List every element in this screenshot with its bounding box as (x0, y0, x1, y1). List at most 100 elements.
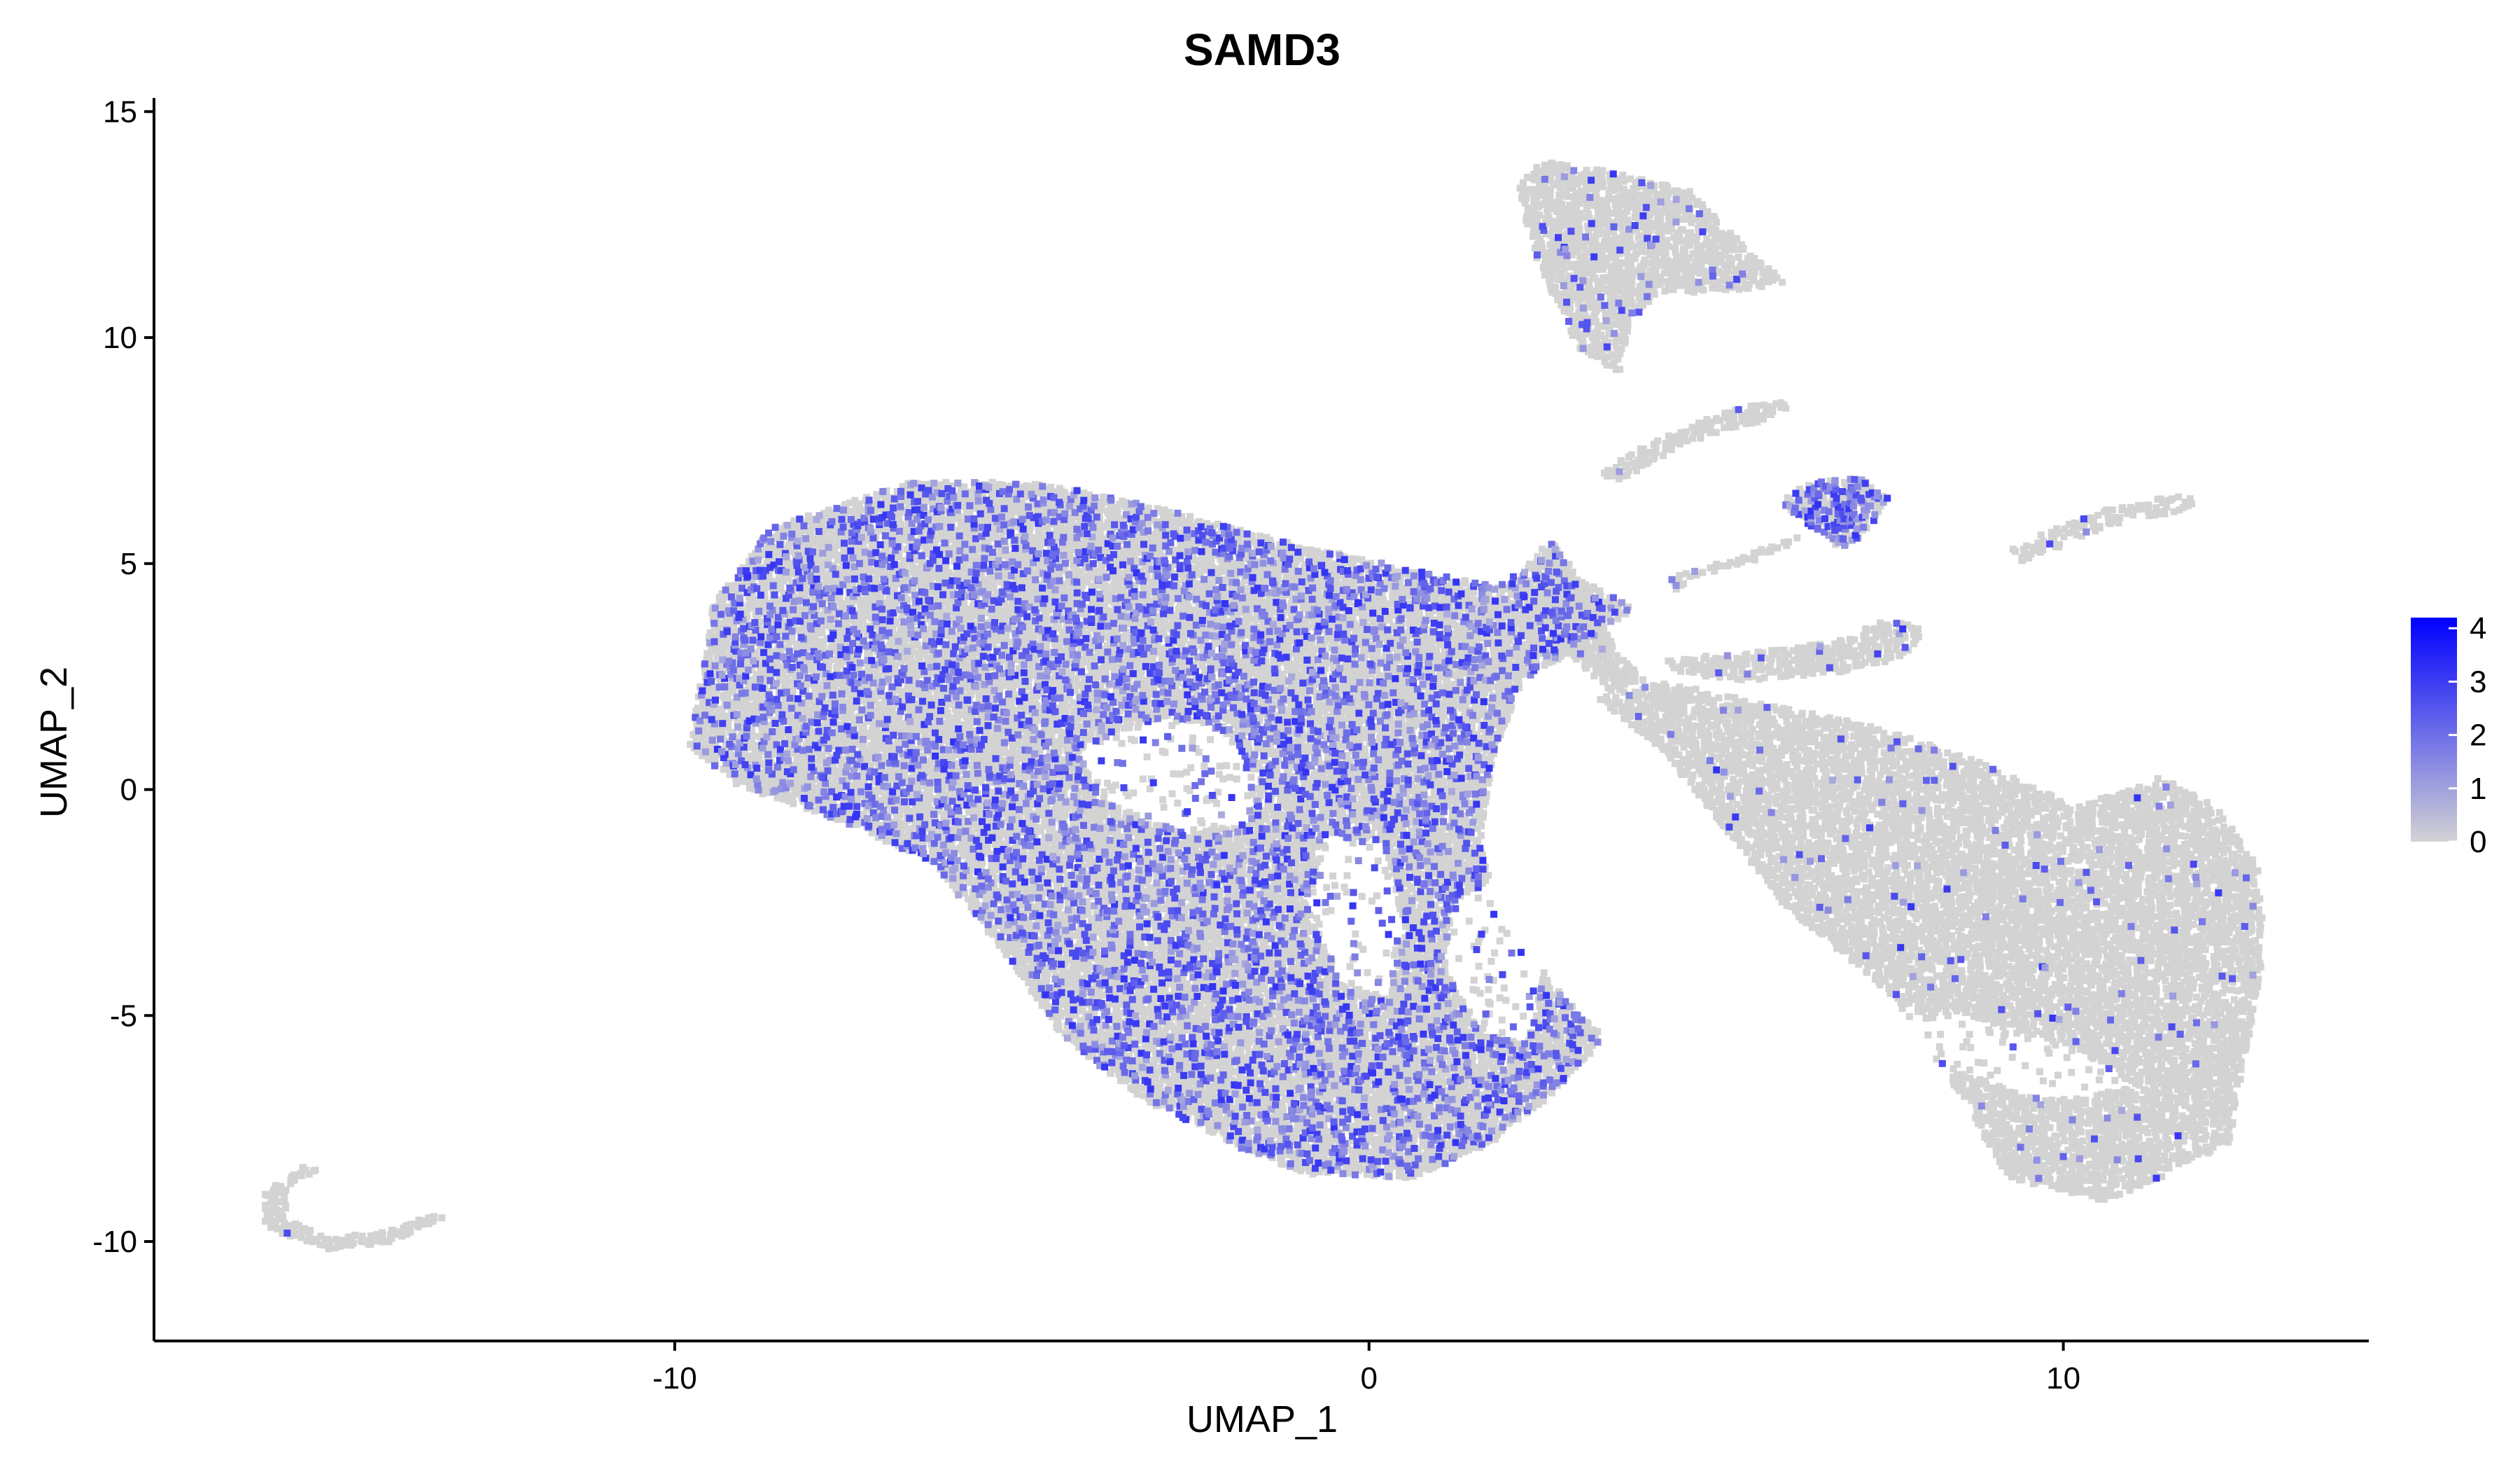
point (816, 785, 824, 793)
point (771, 777, 778, 785)
point (733, 734, 741, 742)
point (706, 742, 713, 749)
point (797, 644, 804, 652)
point (767, 670, 775, 678)
point (806, 707, 813, 714)
point (752, 560, 760, 568)
point (786, 714, 794, 721)
point (738, 727, 746, 735)
point (756, 661, 764, 669)
point (843, 699, 850, 707)
point (707, 660, 714, 667)
point (706, 653, 713, 661)
point (1084, 573, 1092, 580)
point (842, 529, 850, 537)
point (846, 616, 854, 624)
point (778, 626, 786, 634)
point (813, 603, 821, 611)
point (805, 711, 813, 719)
point (743, 778, 750, 786)
point (783, 557, 790, 564)
point (794, 531, 802, 538)
point (729, 729, 737, 737)
point (815, 688, 822, 696)
point (815, 792, 822, 800)
point (1025, 964, 1032, 972)
point (741, 707, 748, 714)
point (755, 755, 763, 763)
point (779, 619, 787, 626)
point (725, 746, 733, 754)
point (737, 768, 745, 776)
point (785, 734, 792, 742)
point (816, 802, 823, 809)
point (825, 534, 832, 542)
point (759, 723, 766, 730)
point (777, 672, 785, 680)
point (825, 798, 833, 805)
point (699, 702, 707, 710)
point (724, 592, 732, 599)
point (1100, 788, 1108, 795)
point (833, 688, 841, 696)
point (836, 576, 844, 584)
point (820, 510, 828, 517)
point (778, 550, 785, 558)
point (792, 548, 799, 556)
point (790, 592, 797, 599)
point (836, 538, 844, 545)
point (808, 758, 816, 766)
point (789, 747, 797, 755)
point (807, 633, 815, 640)
point (780, 576, 788, 583)
point (836, 551, 844, 559)
point (841, 510, 849, 518)
point (699, 697, 706, 705)
point (760, 690, 768, 697)
point (794, 607, 802, 615)
point (786, 709, 793, 717)
point (700, 721, 707, 728)
point (966, 872, 974, 880)
point (748, 688, 756, 695)
point (757, 748, 764, 756)
point (826, 591, 834, 598)
point (727, 755, 734, 763)
point (794, 602, 802, 609)
point (838, 763, 845, 770)
point (832, 814, 840, 821)
point (873, 491, 881, 499)
point (830, 765, 837, 773)
point (833, 803, 841, 811)
point (802, 527, 810, 534)
point (769, 764, 776, 772)
point (825, 805, 832, 813)
point (839, 799, 847, 807)
point (759, 628, 766, 636)
point (802, 557, 810, 565)
point (741, 714, 749, 722)
point (832, 741, 840, 749)
point (715, 662, 723, 670)
point (1107, 608, 1114, 616)
point (746, 756, 754, 764)
point (1118, 739, 1126, 747)
point (752, 649, 760, 657)
point (1020, 849, 1028, 856)
point (748, 552, 755, 560)
point (724, 615, 732, 623)
point (1087, 730, 1095, 737)
point (776, 723, 784, 730)
points-layer (261, 159, 2266, 1253)
point (766, 721, 774, 729)
point (809, 663, 817, 671)
point (806, 795, 814, 802)
point (801, 623, 808, 631)
point (842, 501, 850, 508)
point (895, 515, 903, 522)
point (776, 663, 784, 671)
point (1104, 779, 1111, 787)
point (766, 782, 774, 790)
point (769, 616, 776, 624)
point (824, 738, 831, 746)
